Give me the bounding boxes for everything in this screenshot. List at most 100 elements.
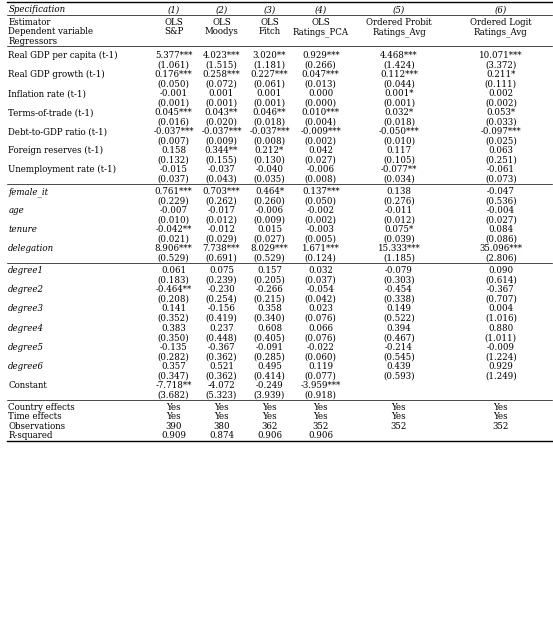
Text: 352: 352 <box>312 421 329 431</box>
Text: -3.959***: -3.959*** <box>301 381 341 390</box>
Text: 0.149: 0.149 <box>387 304 411 313</box>
Text: 0.521: 0.521 <box>209 362 234 370</box>
Text: (0.043): (0.043) <box>206 175 237 184</box>
Text: (0.340): (0.340) <box>254 314 285 323</box>
Text: (1): (1) <box>168 5 180 14</box>
Text: age: age <box>8 206 24 215</box>
Text: Inflation rate (t-1): Inflation rate (t-1) <box>8 89 86 98</box>
Text: 0.063: 0.063 <box>488 147 513 155</box>
Text: (0.529): (0.529) <box>254 254 285 263</box>
Text: -0.042**: -0.042** <box>155 225 192 235</box>
Text: Yes: Yes <box>214 412 229 421</box>
Text: -0.004: -0.004 <box>487 206 515 215</box>
Text: (0.005): (0.005) <box>305 235 337 244</box>
Text: (0.282): (0.282) <box>158 352 190 361</box>
Text: 4.023***: 4.023*** <box>203 51 240 60</box>
Text: -0.077**: -0.077** <box>381 165 417 174</box>
Text: (0.414): (0.414) <box>253 371 285 380</box>
Text: (0.614): (0.614) <box>485 276 517 285</box>
Text: Real GDP growth (t-1): Real GDP growth (t-1) <box>8 70 105 79</box>
Text: 35.096***: 35.096*** <box>479 245 523 253</box>
Text: (0.050): (0.050) <box>158 79 190 89</box>
Text: degree1: degree1 <box>8 266 44 276</box>
Text: Ratings_PCA: Ratings_PCA <box>293 27 349 37</box>
Text: (0.060): (0.060) <box>305 352 337 361</box>
Text: -0.091: -0.091 <box>255 343 284 352</box>
Text: (0.002): (0.002) <box>305 216 337 225</box>
Text: (0.522): (0.522) <box>383 314 415 323</box>
Text: (0.208): (0.208) <box>158 295 190 304</box>
Text: 0.383: 0.383 <box>161 323 186 333</box>
Text: (0.001): (0.001) <box>253 99 285 108</box>
Text: 0.001: 0.001 <box>209 89 234 98</box>
Text: 0.464*: 0.464* <box>255 187 284 196</box>
Text: -0.009***: -0.009*** <box>300 127 341 136</box>
Text: Ordered Probit: Ordered Probit <box>366 18 432 26</box>
Text: 0.929***: 0.929*** <box>302 51 340 60</box>
Text: degree4: degree4 <box>8 323 44 333</box>
Text: (0.593): (0.593) <box>383 371 415 380</box>
Text: Unemployment rate (t-1): Unemployment rate (t-1) <box>8 165 117 174</box>
Text: 0.001*: 0.001* <box>384 89 414 98</box>
Text: -0.037***: -0.037*** <box>249 127 290 136</box>
Text: (0.239): (0.239) <box>206 276 237 285</box>
Text: -0.230: -0.230 <box>207 286 236 294</box>
Text: 0.043**: 0.043** <box>205 108 238 117</box>
Text: female_it: female_it <box>8 187 49 197</box>
Text: (0.002): (0.002) <box>305 136 337 146</box>
Text: (0.001): (0.001) <box>383 99 415 108</box>
Text: (0.130): (0.130) <box>253 156 285 165</box>
Text: (0.155): (0.155) <box>206 156 237 165</box>
Text: 0.061: 0.061 <box>161 266 186 276</box>
Text: Yes: Yes <box>314 412 328 421</box>
Text: (0.105): (0.105) <box>383 156 415 165</box>
Text: 0.439: 0.439 <box>387 362 411 370</box>
Text: 0.023: 0.023 <box>308 304 333 313</box>
Text: (0.025): (0.025) <box>485 136 517 146</box>
Text: Ratings_Avg: Ratings_Avg <box>372 27 426 37</box>
Text: -0.037***: -0.037*** <box>201 127 242 136</box>
Text: (5.323): (5.323) <box>206 390 237 399</box>
Text: (1.515): (1.515) <box>206 60 237 69</box>
Text: (0.002): (0.002) <box>485 99 517 108</box>
Text: (1.249): (1.249) <box>485 371 517 380</box>
Text: (0.001): (0.001) <box>205 99 238 108</box>
Text: 0.001: 0.001 <box>257 89 282 98</box>
Text: 0.042: 0.042 <box>308 147 333 155</box>
Text: 0.075*: 0.075* <box>384 225 414 235</box>
Text: 0.929: 0.929 <box>488 362 513 370</box>
Text: (3.682): (3.682) <box>158 390 189 399</box>
Text: 362: 362 <box>261 421 278 431</box>
Text: 0.258***: 0.258*** <box>202 70 241 79</box>
Text: 0.010***: 0.010*** <box>302 108 340 117</box>
Text: Estimator: Estimator <box>8 18 51 26</box>
Text: -0.135: -0.135 <box>160 343 187 352</box>
Text: (0.012): (0.012) <box>206 216 237 225</box>
Text: (0.076): (0.076) <box>305 314 337 323</box>
Text: 0.158: 0.158 <box>161 147 186 155</box>
Text: (0.183): (0.183) <box>158 276 190 285</box>
Text: 0.344**: 0.344** <box>205 147 238 155</box>
Text: 0.176***: 0.176*** <box>155 70 192 79</box>
Text: (0.229): (0.229) <box>158 197 189 206</box>
Text: (0.350): (0.350) <box>158 333 189 342</box>
Text: (0.061): (0.061) <box>253 79 285 89</box>
Text: -4.072: -4.072 <box>207 381 236 390</box>
Text: degree3: degree3 <box>8 304 44 313</box>
Text: Regressors: Regressors <box>8 36 58 46</box>
Text: Yes: Yes <box>392 403 406 411</box>
Text: 0.004: 0.004 <box>488 304 514 313</box>
Text: (1.185): (1.185) <box>383 254 415 263</box>
Text: (0.027): (0.027) <box>305 156 337 165</box>
Text: 0.906: 0.906 <box>308 431 333 440</box>
Text: -0.367: -0.367 <box>208 343 235 352</box>
Text: (0.076): (0.076) <box>305 333 337 342</box>
Text: degree5: degree5 <box>8 343 44 352</box>
Text: (0.205): (0.205) <box>253 276 285 285</box>
Text: 0.906: 0.906 <box>257 431 282 440</box>
Text: -0.006: -0.006 <box>255 206 284 215</box>
Text: Country effects: Country effects <box>8 403 75 411</box>
Text: Yes: Yes <box>262 412 276 421</box>
Text: -0.040: -0.040 <box>255 165 284 174</box>
Text: (0.035): (0.035) <box>254 175 285 184</box>
